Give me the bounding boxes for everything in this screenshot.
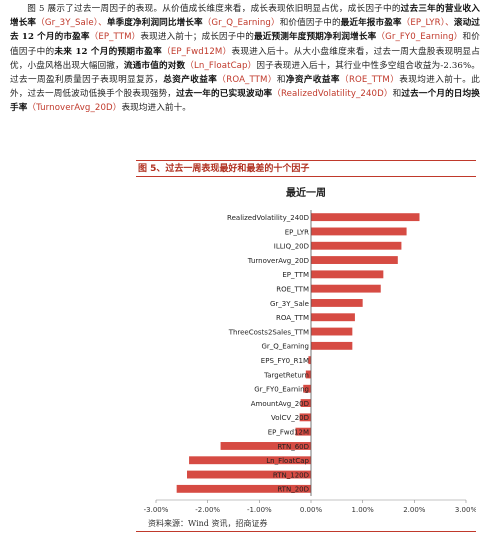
bar-amountavg-20d: [300, 399, 311, 407]
factor-name: 单季度净利润同比增长率: [106, 18, 203, 29]
category-label: EP_LYR: [285, 228, 309, 236]
category-label: TargetReturn: [263, 371, 309, 379]
factor-name: 未来 12 个月的预期市盈率: [54, 46, 162, 57]
text: 表现均进入前十。此外，过去一周低波动低换手个股表现强势，: [10, 75, 480, 100]
category-label: ILLIQ_20D: [274, 243, 309, 251]
bar-eps-fy0-r1m: [308, 356, 311, 365]
category-labels-layer: RealizedVolatility_240D EP_LYR ILLIQ_20D Tu…: [227, 214, 310, 494]
bar-rtn-20d: [176, 484, 311, 493]
text: 表现均进入前十。: [121, 103, 191, 114]
category-label: RTN_20D: [277, 486, 309, 494]
factor-code: （Gr_Q_Earning）: [202, 18, 280, 29]
category-label: TurnoverAvg_20D: [247, 257, 309, 265]
bar-threecosts2sales-ttm: [311, 327, 353, 336]
factor-name: 过去一年的已实现波动率: [176, 89, 273, 100]
text: 和价值因子中的: [10, 32, 480, 57]
factor-code: （EP_LYR）、: [401, 18, 454, 29]
factor-name: 过去三年的营业收入增长率: [10, 4, 480, 29]
bottom-rule: [136, 531, 476, 532]
text: 和: [392, 89, 402, 100]
bar-gr-q-earning: [311, 341, 353, 350]
bar-rtn-60d: [220, 442, 311, 450]
text: 和: [276, 75, 286, 86]
factor-name: 流通市值的对数: [123, 60, 186, 71]
bar-roe-ttm: [311, 284, 381, 293]
category-label: ROE_TTM: [276, 285, 309, 293]
figure-title: 图 5、过去一周表现最好和最差的十个因子: [136, 160, 476, 177]
text: 图 5 展示了过去一周因子的表现。从价值成长维度来看，成长表现依旧明显占优，成长…: [27, 4, 401, 14]
factor-code: （Gr_3Y_Sale）、: [36, 18, 107, 29]
factor-code: （ROE_TTM）: [339, 75, 400, 86]
factor-name: 过去一个月的日均换手率: [10, 89, 480, 114]
factor-code: （Ln_FloatCap）: [185, 60, 257, 71]
factor-code: （EP_TTM）: [89, 32, 141, 43]
text: 表现进入前十；成长因子中的: [140, 32, 255, 43]
factor-code: （ROA_TTM）: [217, 75, 277, 86]
bar-gr-3y-sale: [311, 299, 363, 307]
x-tick-label: 3.00%: [455, 506, 476, 514]
bar-roa-ttm: [311, 313, 355, 322]
category-label: Gr_3Y_Sale: [270, 300, 309, 308]
x-tick-label: 1.00%: [352, 506, 375, 514]
category-label: EP_TTM: [282, 271, 309, 279]
category-label: RTN_120D: [273, 471, 309, 479]
chart-svg: 最近一周 RealizedVolatility_240D EP_LYR ILLIQ_…: [144, 186, 478, 514]
bar-volcv-20d: [299, 413, 311, 422]
factor-name: 总资产收益率: [163, 75, 218, 86]
chart-title: 最近一周: [286, 186, 326, 199]
factor-name: 滚动过去 12 个月的市盈率: [10, 18, 480, 43]
bar-gr-fy0-earning: [303, 384, 311, 393]
category-label: Gr_FY0_Earning: [254, 386, 309, 394]
category-label: EP_Fwd12M: [268, 428, 309, 436]
text: 因子表现进入后十，其行业中性多空组合收益为-2.36%。过去一周盈利质量因子表现…: [10, 60, 480, 86]
factor-code: （TurnoverAvg_20D）: [27, 103, 122, 114]
x-axis-layer: -3.00% -2.00% -1.00% 0.00% 1.00% 2.00% 3.00%: [144, 210, 477, 514]
category-label: ROA_TTM: [276, 314, 309, 322]
factor-code: （EP_Fwd12M）: [161, 46, 232, 57]
x-tick-label: -1.00%: [247, 506, 272, 514]
category-label: AmountAvg_20D: [251, 400, 309, 408]
category-label: Gr_Q_Earning: [261, 343, 309, 351]
category-label: VolCV_20D: [271, 414, 309, 422]
factor-code: （Gr_FY0_Earning）: [376, 32, 463, 43]
x-tick-label: -2.00%: [195, 506, 220, 514]
factor-name: 最近年报市盈率: [340, 18, 402, 29]
factor-name: 最近预测年度预期净利润增长率: [254, 32, 377, 43]
bar-rtn-120d: [187, 470, 311, 479]
body-paragraph: 图 5 展示了过去一周因子的表现。从价值成长维度来看，成长表现依旧明显占优，成长…: [10, 2, 480, 116]
bar-targetreturn: [305, 370, 311, 379]
category-label: RTN_60D: [277, 443, 309, 451]
bar-ln-floatcap: [189, 456, 311, 465]
factor-bar-chart: 最近一周 RealizedVolatility_240D EP_LYR ILLIQ_…: [136, 178, 478, 516]
bar-ep-fwd12m: [295, 427, 311, 436]
factor-code: （RealizedVolatility_240D）: [272, 89, 393, 100]
figure-source: 资料来源：Wind 资讯，招商证券: [148, 519, 268, 528]
category-label: EPS_FY0_R1M: [261, 357, 309, 365]
factor-name: 净资产收益率: [285, 75, 340, 86]
x-tick-label: 2.00%: [403, 506, 426, 514]
text: 和价值因子中的: [279, 18, 341, 29]
bar-turnoveravg-20d: [311, 256, 398, 264]
x-tick-label: -3.00%: [144, 506, 169, 514]
bar-ep-ttm: [311, 270, 384, 279]
bar-ep-lyr: [311, 227, 407, 236]
x-tick-label: 0.00%: [300, 506, 323, 514]
bar-illiq-20d: [311, 241, 402, 250]
category-label: Ln_FloatCap: [266, 457, 309, 465]
text: 表现进入后十。从大小盘维度来看，过去一周大盘股表现明显占优，小盘风格出现大幅回撤…: [10, 46, 480, 71]
category-label: ThreeCosts2Sales_TTM: [228, 328, 309, 336]
category-label: RealizedVolatility_240D: [227, 214, 309, 222]
bar-realizedvolatility-240d: [311, 213, 420, 222]
bars-layer: [176, 213, 420, 493]
